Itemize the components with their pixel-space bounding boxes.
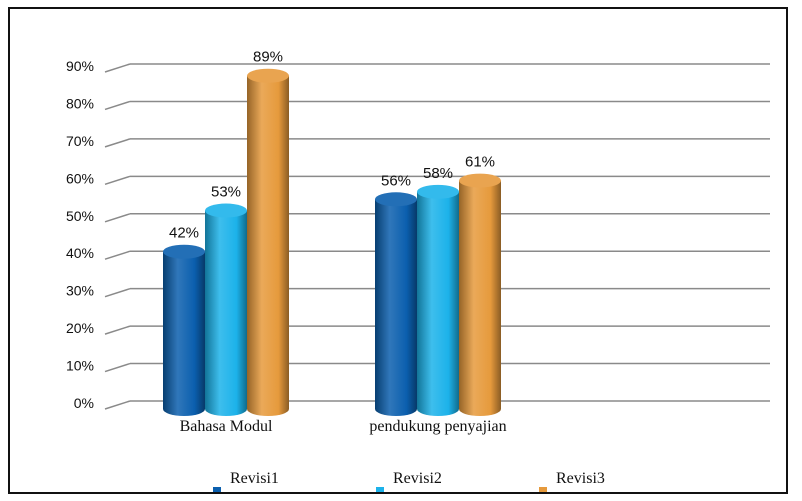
bar-chart: 0% 10% 20% 30% 40% 50% 60% 70% 80% 90% 42% 53% 89% 5…	[66, 49, 770, 492]
category-label: Bahasa Modul	[180, 418, 273, 435]
bar-revisi3-1	[459, 173, 501, 416]
data-label: 42%	[169, 225, 199, 242]
gridline-diagonal	[104, 362, 131, 373]
legend-swatch	[376, 487, 384, 492]
gridline-diagonal	[104, 63, 131, 73]
data-label: 58%	[423, 165, 453, 182]
category-label: pendukung penyajian	[369, 418, 506, 435]
legend: Revisi1 Revisi2 Revisi3	[213, 470, 605, 492]
gridline-diagonal	[104, 287, 131, 298]
legend-swatch	[539, 487, 547, 492]
y-tick-label: 50%	[66, 208, 94, 224]
data-label: 89%	[253, 49, 283, 66]
gridline-diagonal	[104, 100, 131, 111]
data-labels: 42% 53% 89% 56% 58% 61%	[169, 49, 495, 242]
category-labels: Bahasa Modul pendukung penyajian	[180, 418, 507, 435]
bars	[163, 68, 501, 416]
gridline-diagonal	[104, 325, 131, 335]
y-tick-label: 60%	[66, 170, 94, 186]
data-label: 56%	[381, 172, 411, 189]
bar-revisi2-1	[417, 184, 459, 416]
legend-item-revisi2: Revisi2	[376, 470, 442, 492]
gridline-diagonal	[104, 175, 131, 186]
y-tick-label: 0%	[74, 395, 94, 411]
data-label: 61%	[465, 154, 495, 171]
data-label: 53%	[211, 184, 241, 201]
gridline-diagonal	[104, 400, 131, 410]
bar-revisi1-1	[375, 192, 417, 416]
legend-item-revisi3: Revisi3	[539, 470, 605, 492]
y-tick-label: 70%	[66, 133, 94, 149]
gridline-diagonal	[104, 213, 131, 223]
legend-label: Revisi3	[556, 470, 605, 487]
legend-label: Revisi2	[393, 470, 442, 487]
legend-swatch	[213, 487, 221, 492]
legend-item-revisi1: Revisi1	[213, 470, 279, 492]
bar-revisi1-0	[163, 244, 205, 416]
y-tick-label: 90%	[66, 58, 94, 74]
y-tick-label: 40%	[66, 245, 94, 261]
bar-revisi3-0	[247, 68, 289, 416]
y-tick-label: 20%	[66, 320, 94, 336]
chart-frame: 0% 10% 20% 30% 40% 50% 60% 70% 80% 90% 42% 53% 89% 5…	[8, 7, 788, 494]
bar-revisi2-0	[205, 203, 247, 416]
y-axis-ticks: 0% 10% 20% 30% 40% 50% 60% 70% 80% 90%	[66, 58, 94, 411]
y-tick-label: 80%	[66, 95, 94, 111]
gridline-diagonal	[104, 250, 131, 260]
y-tick-label: 10%	[66, 358, 94, 374]
y-tick-label: 30%	[66, 283, 94, 299]
legend-label: Revisi1	[230, 470, 279, 487]
gridline-diagonal	[104, 138, 131, 148]
